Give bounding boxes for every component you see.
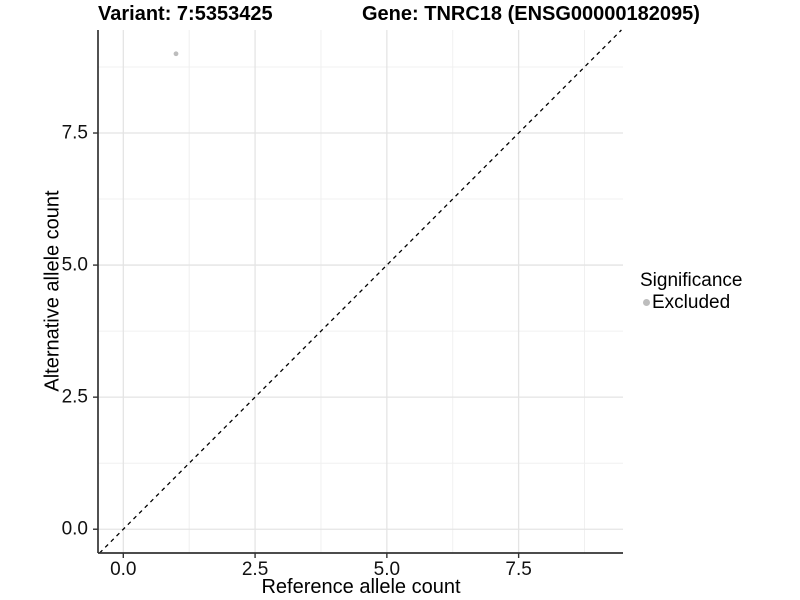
legend-point-icon [643, 299, 650, 306]
x-tick-label: 0.0 [110, 559, 136, 580]
x-tick-label: 2.5 [242, 559, 268, 580]
y-axis-title: Alternative allele count [41, 190, 64, 392]
legend-item-label: Excluded [652, 292, 731, 313]
y-tick-label: 0.0 [62, 519, 88, 540]
data-point [173, 51, 179, 57]
y-tick-label: 7.5 [62, 123, 88, 144]
y-tick-label: 5.0 [62, 255, 88, 276]
identity-dashed-line [99, 29, 622, 554]
x-axis-title: Reference allele count [261, 576, 461, 598]
legend-title: Significance [640, 270, 743, 291]
y-tick-label: 2.5 [62, 387, 88, 408]
x-tick-label: 7.5 [505, 559, 531, 580]
legend-item-excluded: Excluded [643, 292, 742, 313]
legend: Significance Excluded [640, 270, 742, 313]
x-tick-label: 5.0 [374, 559, 400, 580]
plot-title-gene: Gene: TNRC18 (ENSG00000182095) [362, 3, 700, 25]
plot-title-variant: Variant: 7:5353425 [98, 3, 273, 25]
